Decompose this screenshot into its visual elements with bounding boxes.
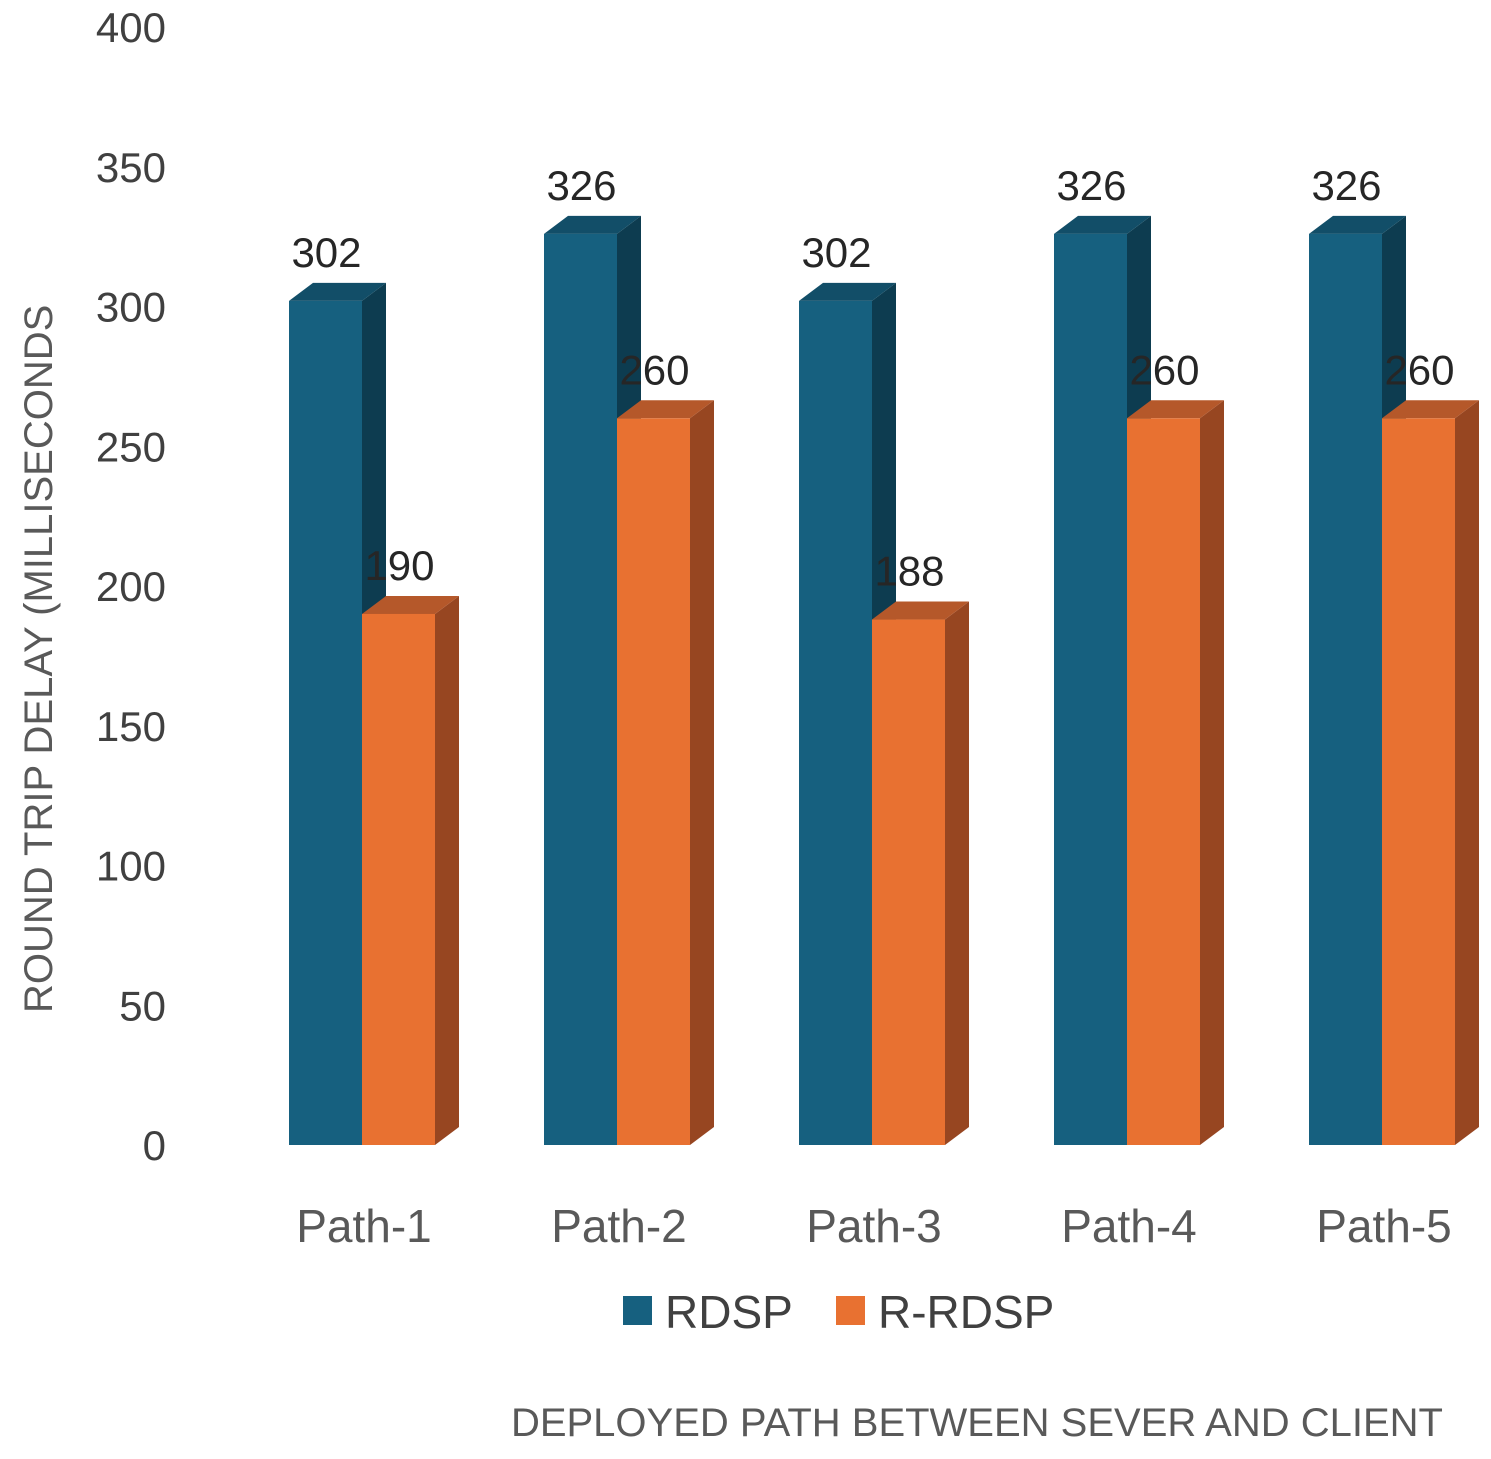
bar-r-rdsp-path-4-top [1127,400,1224,419]
y-tick-label: 100 [96,843,166,890]
bar-rdsp-path-5 [1309,233,1382,1145]
data-label-r-rdsp-path-2: 260 [619,346,689,393]
bar-r-rdsp-path-3-top [872,601,969,620]
y-tick-label: 350 [96,144,166,191]
data-label-r-rdsp-path-1: 190 [364,542,434,589]
bar-r-rdsp-path-1-side [435,595,459,1145]
bar-rdsp-path-3-top [799,282,896,301]
data-label-rdsp-path-4: 326 [1056,162,1126,209]
bar-r-rdsp-path-2-side [690,400,714,1145]
bar-r-rdsp-path-5-top [1382,400,1479,419]
legend-label-rdsp: RDSP [665,1286,793,1338]
x-tick-label: Path-3 [806,1200,942,1252]
y-tick-label: 150 [96,703,166,750]
legend-swatch-r-rdsp [836,1296,865,1325]
data-labels: 302 190 326 260 302 188 326 260 326 260 [291,162,1454,595]
bars [289,215,1479,1145]
bar-rdsp-path-5-top [1309,215,1406,234]
bar-r-rdsp-path-3 [872,619,945,1145]
bar-r-rdsp-path-4-side [1200,400,1224,1145]
y-axis-title: ROUND TRIP DELAY (MILLISECONDS [17,305,61,1013]
bar-rdsp-path-3 [799,300,872,1145]
bar-r-rdsp-path-1 [362,613,435,1145]
legend-swatch-rdsp [623,1296,652,1325]
y-tick-label: 250 [96,423,166,470]
x-tick-label: Path-2 [551,1200,687,1252]
y-tick-label: 400 [96,4,166,51]
bar-r-rdsp-path-2-top [617,400,714,419]
data-label-rdsp-path-2: 326 [546,162,616,209]
x-tick-label: Path-5 [1316,1200,1452,1252]
bar-r-rdsp-path-2 [617,418,690,1145]
bar-rdsp-path-2 [544,233,617,1145]
bar-rdsp-path-1-top [289,282,386,301]
y-tick-label: 50 [119,982,166,1029]
bar-rdsp-path-2-top [544,215,641,234]
bar-rdsp-path-4-top [1054,215,1151,234]
bar-r-rdsp-path-5-side [1455,400,1479,1145]
data-label-rdsp-path-5: 326 [1311,162,1381,209]
x-tick-label: Path-1 [296,1200,432,1252]
data-label-rdsp-path-3: 302 [801,229,871,276]
legend: RDSP R-RDSP [623,1286,1054,1338]
x-axis-title: DEPLOYED PATH BETWEEN SEVER AND CLIENT [511,1401,1443,1445]
y-tick-label: 0 [143,1122,166,1169]
y-tick-label: 300 [96,284,166,331]
bar-r-rdsp-path-1-top [362,595,459,614]
bar-r-rdsp-path-4 [1127,418,1200,1145]
y-tick-label: 200 [96,563,166,610]
x-tick-label: Path-4 [1061,1200,1197,1252]
bar-rdsp-path-4 [1054,233,1127,1145]
x-axis-labels: Path-1 Path-2 Path-3 Path-4 Path-5 [296,1200,1452,1252]
bar-rdsp-path-1 [289,300,362,1145]
data-label-r-rdsp-path-3: 188 [874,548,944,595]
data-label-r-rdsp-path-4: 260 [1129,346,1199,393]
bar-r-rdsp-path-5 [1382,418,1455,1145]
data-label-rdsp-path-1: 302 [291,229,361,276]
bar-r-rdsp-path-3-side [945,601,969,1145]
data-label-r-rdsp-path-5: 260 [1384,346,1454,393]
y-axis-ticks: 0 50 100 150 200 250 300 350 400 [96,4,166,1169]
legend-label-r-rdsp: R-RDSP [878,1286,1054,1338]
